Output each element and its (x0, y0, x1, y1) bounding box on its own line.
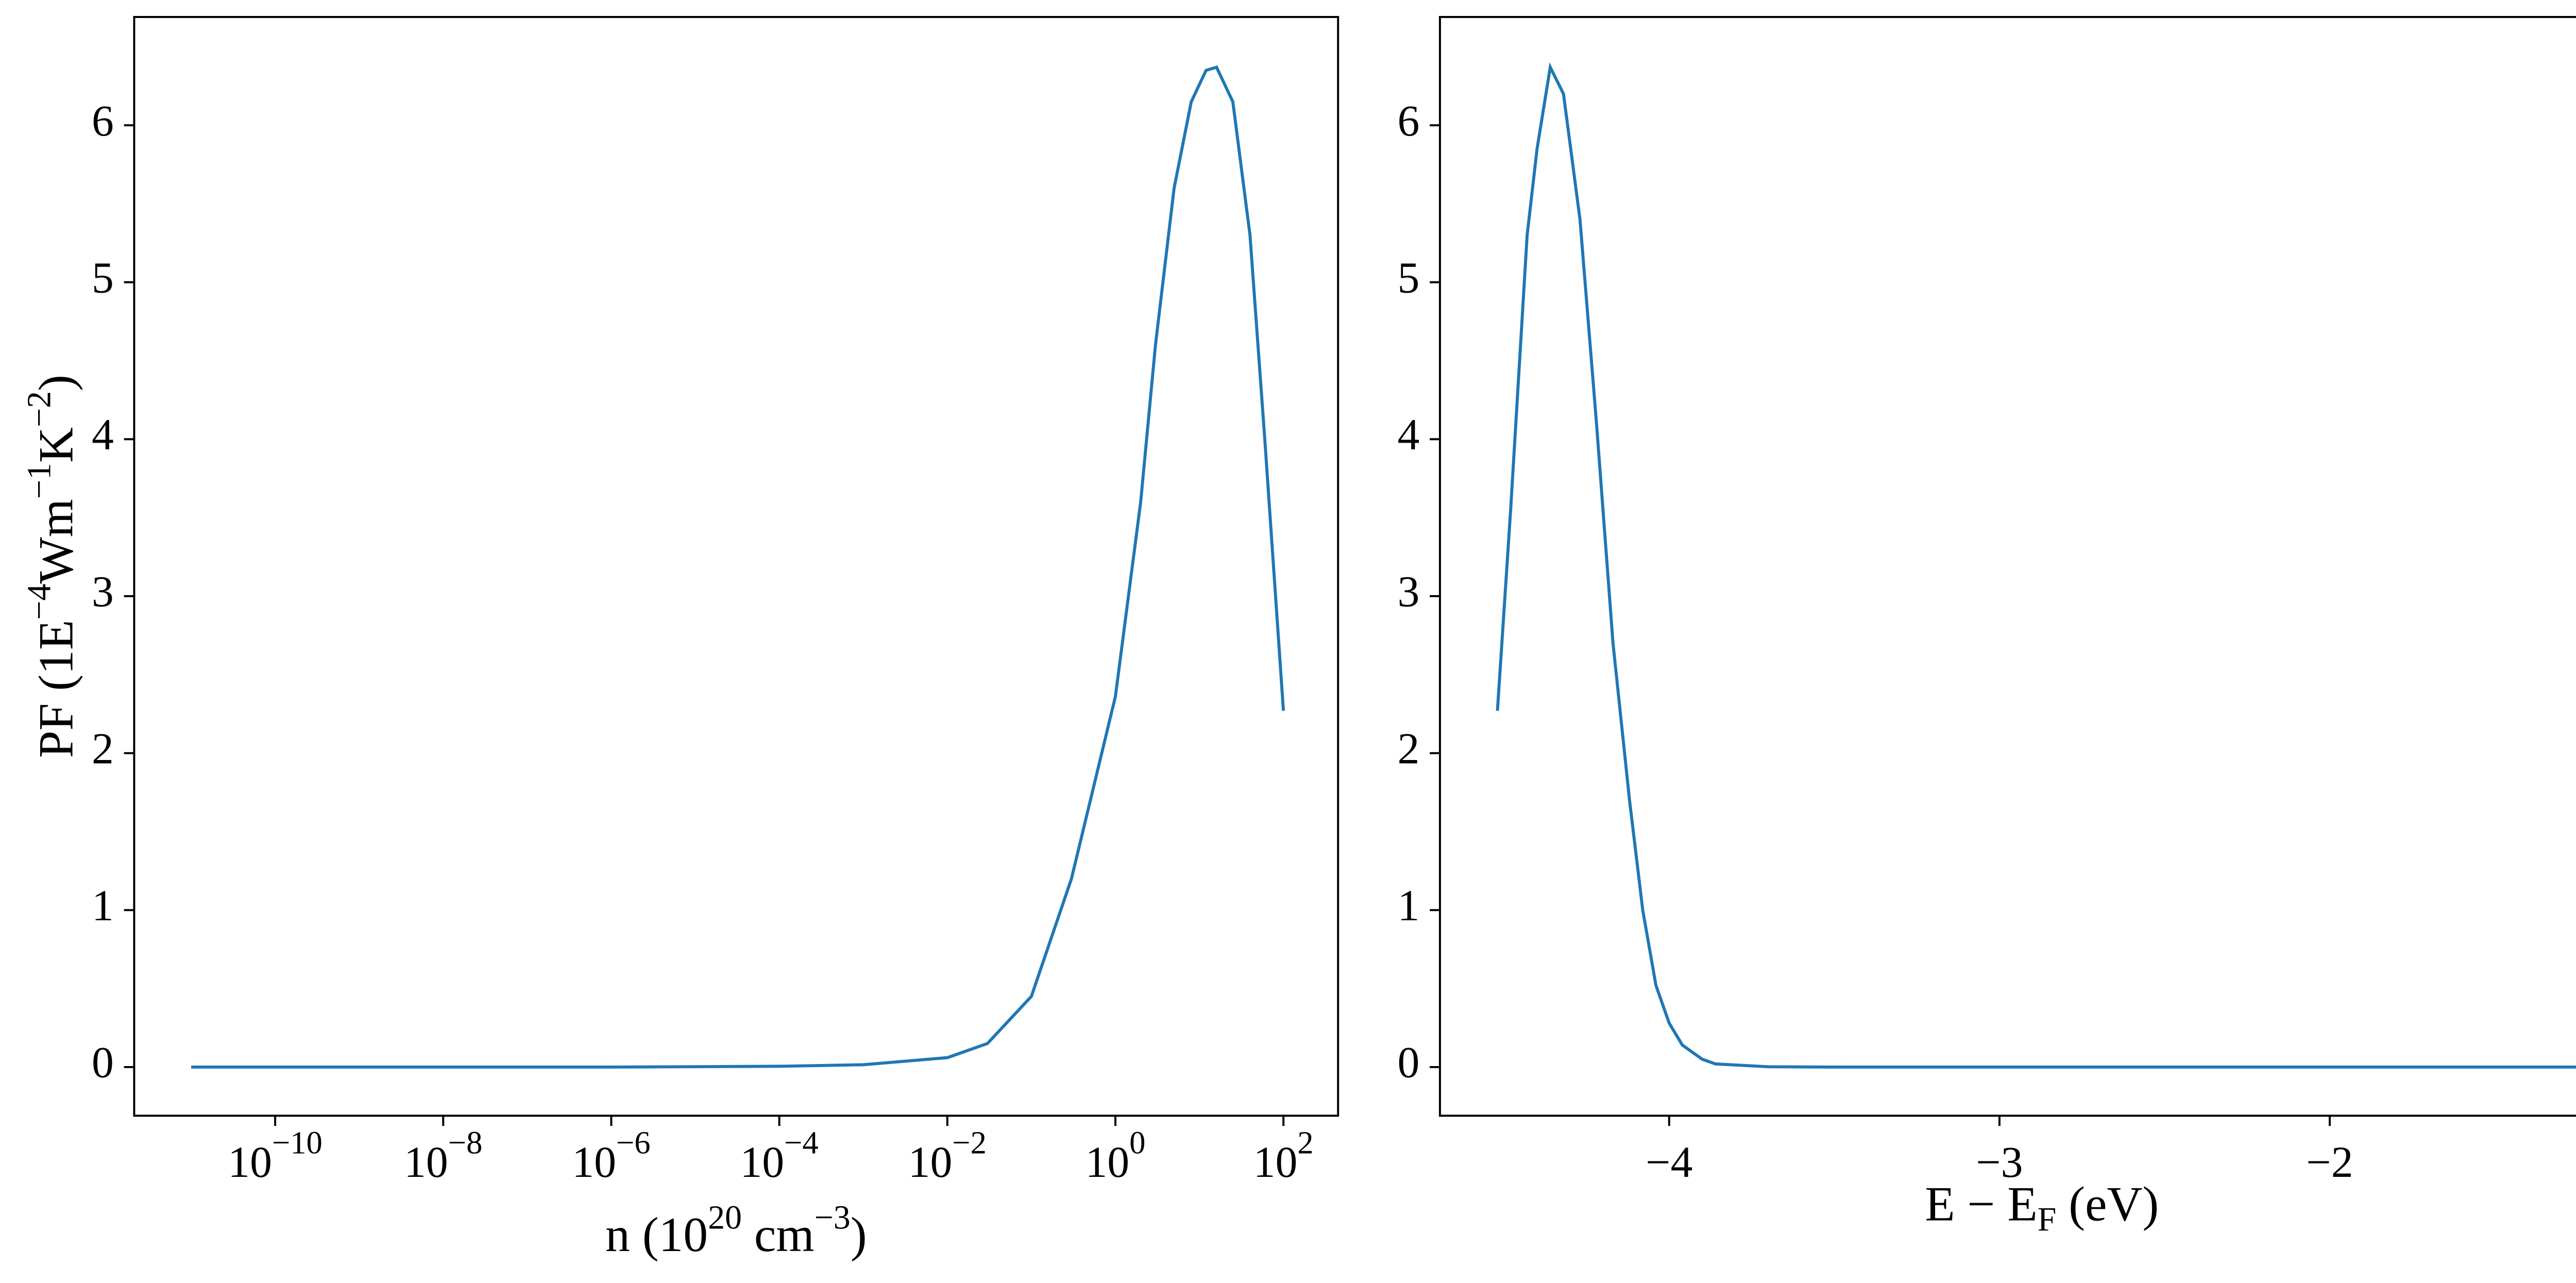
axis-label-part: Wm (29, 499, 83, 584)
y-tick-label: 1 (92, 881, 114, 930)
axis-label-part: −1 (21, 463, 58, 499)
tick-exponent: 2 (1297, 1125, 1313, 1161)
y-tick-label: 0 (1398, 1038, 1420, 1087)
axis-label: E − EF (eV) (1925, 1177, 2159, 1239)
tick-base: 10 (740, 1138, 784, 1187)
tick-exponent: 0 (1129, 1125, 1145, 1161)
x-tick-label: 100 (1085, 1125, 1145, 1187)
tick-base: 10 (1253, 1138, 1298, 1187)
y-tick-label: 3 (1398, 567, 1420, 616)
axis-label-part: K (29, 427, 83, 463)
axis-label-part: cm (742, 1207, 815, 1262)
y-tick-label: 2 (1398, 724, 1420, 773)
data-line (191, 65, 1285, 1069)
axis-label: n (1020 cm−3) (605, 1199, 867, 1262)
axis-label-part: ) (29, 375, 83, 391)
axis-label-part: −3 (815, 1199, 851, 1237)
y-tick-label: 5 (92, 253, 114, 302)
y-tick-label: 6 (92, 96, 114, 145)
tick-exponent: −2 (952, 1125, 987, 1161)
x-tick-label: 10−2 (908, 1125, 987, 1187)
tick-base: 10 (228, 1138, 272, 1187)
axis-label-part: −4 (21, 584, 58, 620)
tick-exponent: −6 (616, 1125, 651, 1161)
tick-exponent: −10 (272, 1125, 323, 1161)
y-tick-label: 6 (1398, 96, 1420, 145)
axis-label-part: PF (1E (29, 620, 83, 758)
y-tick-label: 2 (92, 724, 114, 773)
axis-label-part: F (2038, 1201, 2057, 1238)
axis-label-part: 20 (708, 1199, 742, 1237)
x-tick-label: 10−10 (228, 1125, 323, 1187)
axis-label-part: n (10 (605, 1207, 708, 1262)
x-tick-label: 10−4 (740, 1125, 818, 1187)
tick-exponent: −8 (448, 1125, 483, 1161)
x-tick-label: 102 (1253, 1125, 1314, 1187)
axis-label: PF (1E−4Wm−1K−2) (21, 375, 83, 758)
y-tick-label: 4 (1398, 410, 1420, 459)
axis-label-part: E − E (1925, 1177, 2037, 1231)
x-tick-label: 10−6 (572, 1125, 650, 1187)
data-line (1496, 62, 2576, 1069)
y-tick-label: 0 (92, 1038, 114, 1087)
tick-exponent: −4 (784, 1125, 819, 1161)
tick-base: 10 (908, 1138, 953, 1187)
axis-label-part: (eV) (2056, 1177, 2159, 1231)
x-tick-label: −2 (2306, 1138, 2353, 1187)
tick-base: 10 (404, 1138, 448, 1187)
y-tick-label: 1 (1398, 881, 1420, 930)
tick-base: 10 (1085, 1138, 1129, 1187)
x-tick-label: −4 (1646, 1138, 1692, 1187)
plot-frame (133, 15, 1340, 1117)
axis-label-part: −2 (21, 391, 58, 427)
x-tick-label: 10−8 (404, 1125, 482, 1187)
axis-label-part: ) (851, 1207, 867, 1262)
y-tick-label: 5 (1398, 253, 1420, 302)
tick-base: 10 (572, 1138, 616, 1187)
plot-frame (1438, 15, 2576, 1117)
y-tick-label: 3 (92, 567, 114, 616)
y-tick-label: 4 (92, 410, 114, 459)
x-tick-label: −3 (1976, 1138, 2023, 1187)
